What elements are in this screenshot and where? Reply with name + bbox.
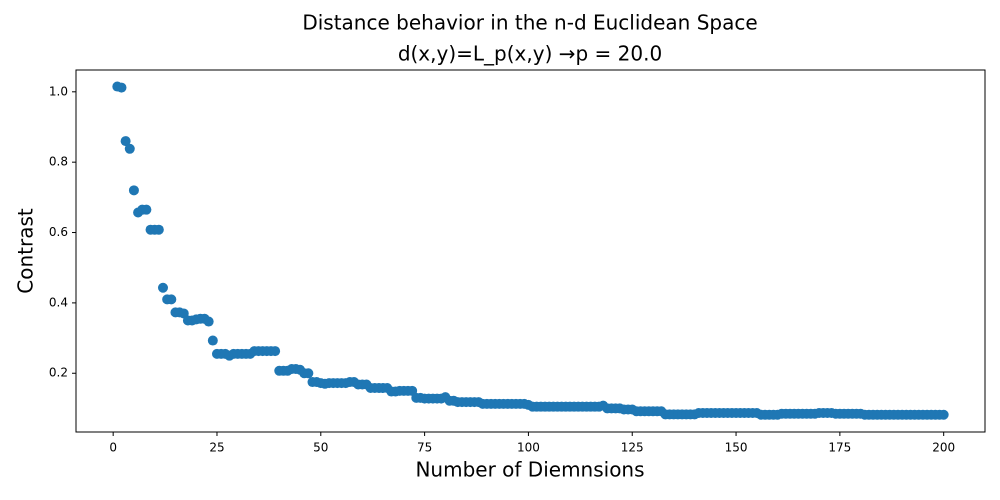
y-tick-label: 0.8 (49, 155, 68, 169)
point (157, 282, 168, 293)
x-tick-label: 75 (417, 441, 432, 455)
y-tick-label: 0.4 (49, 295, 68, 309)
x-tick-label: 100 (517, 441, 540, 455)
y-tick-label: 1.0 (49, 84, 68, 98)
point (303, 368, 314, 379)
point (203, 316, 214, 327)
x-tick-label: 25 (209, 441, 224, 455)
x-tick-label: 175 (828, 441, 851, 455)
point (938, 409, 949, 420)
point (128, 185, 139, 196)
y-tick-label: 0.6 (49, 225, 68, 239)
chart-subtitle: d(x,y)=L_p(x,y) →p = 20.0 (398, 42, 662, 66)
point (153, 224, 164, 235)
x-tick-label: 150 (725, 441, 748, 455)
x-tick-label: 200 (932, 441, 955, 455)
point (166, 294, 177, 305)
y-tick-label: 0.2 (49, 366, 68, 380)
x-tick-label: 0 (109, 441, 117, 455)
point (270, 346, 281, 357)
point (207, 335, 218, 346)
point (141, 204, 152, 215)
plot-frame (75, 69, 986, 433)
chart-title: Distance behavior in the n-d Euclidean S… (302, 11, 757, 35)
x-tick-label: 50 (313, 441, 328, 455)
point (120, 136, 131, 147)
point (116, 82, 127, 93)
point (124, 143, 135, 154)
y-axis-label: Contrast (14, 208, 38, 294)
x-axis-label: Number of Diemnsions (415, 458, 644, 482)
x-tick-label: 125 (621, 441, 644, 455)
